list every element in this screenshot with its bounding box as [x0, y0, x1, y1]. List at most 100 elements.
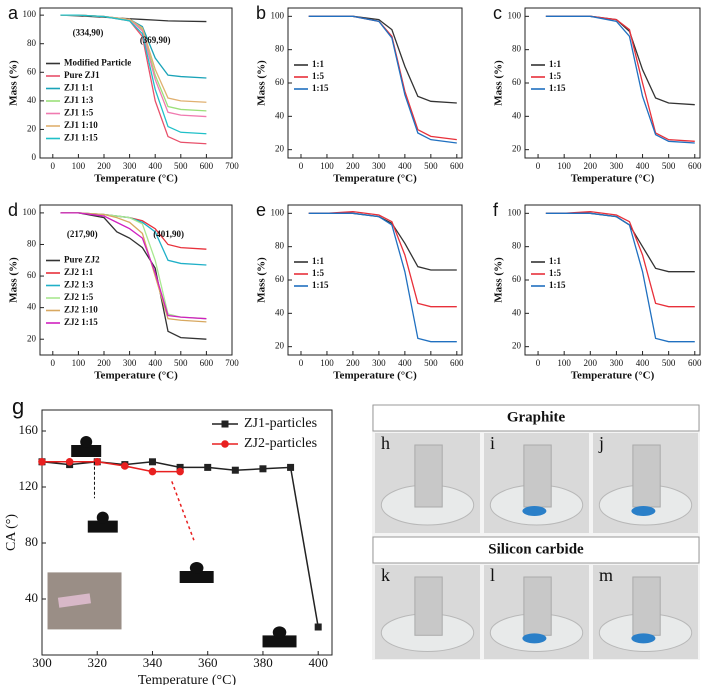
panel-label: f: [493, 200, 499, 220]
x-tick-label: 0: [51, 161, 56, 171]
x-tick-label: 200: [584, 161, 598, 171]
data-point: [176, 467, 184, 476]
x-tick-label: 300: [123, 358, 137, 368]
photo-slide: [632, 576, 661, 636]
y-tick-label: 80: [27, 239, 37, 249]
photo-title: Graphite: [507, 409, 566, 425]
legend-label: Pure ZJ2: [64, 255, 100, 265]
legend-label: Modified Particle: [64, 58, 131, 68]
x-tick-label: 300: [372, 161, 386, 171]
legend-label: 1:5: [312, 71, 324, 81]
annotation: (401,90): [153, 229, 184, 239]
photo-slide: [632, 444, 661, 508]
inset-drop: [96, 511, 109, 524]
legend-label: ZJ2 1:10: [64, 305, 98, 315]
photo-label: l: [490, 565, 495, 585]
series-line: [308, 212, 457, 271]
inset-substrate: [262, 635, 297, 648]
data-point: [65, 458, 74, 466]
legend-label: ZJ2 1:3: [64, 280, 94, 290]
series-line: [545, 212, 695, 343]
inset-arrow: [171, 481, 195, 541]
y-tick-label: 80: [512, 44, 522, 54]
photo-slide: [523, 576, 552, 636]
y-tick-label: 60: [27, 270, 37, 280]
x-tick-label: 300: [372, 358, 386, 368]
data-point: [204, 463, 212, 471]
series-line: [60, 14, 207, 135]
y-tick-label: 160: [19, 422, 39, 437]
x-tick-label: 340: [143, 655, 163, 670]
inset-substrate: [179, 571, 214, 583]
legend-marker: [221, 420, 229, 428]
series-line: [42, 461, 181, 473]
y-axis-label: Mass (%): [256, 60, 268, 106]
x-axis-label: Temperature (°C): [333, 173, 417, 185]
photo-water: [522, 633, 547, 644]
x-tick-label: 400: [636, 161, 650, 171]
inset-drop: [189, 562, 204, 574]
legend-label: 1:5: [549, 71, 561, 81]
x-tick-label: 500: [174, 358, 188, 368]
data-point: [314, 623, 322, 631]
photo-water: [522, 506, 547, 516]
x-tick-label: 500: [424, 161, 438, 171]
photo-label: k: [381, 565, 390, 585]
annotation: (217,90): [67, 229, 98, 239]
x-tick-label: 100: [72, 358, 86, 368]
legend-label: 1:15: [312, 280, 329, 290]
series-line: [308, 211, 457, 308]
y-tick-label: 60: [275, 77, 285, 87]
y-tick-label: 40: [27, 302, 37, 312]
legend-label: 1:15: [312, 83, 329, 93]
legend-label: ZJ2 1:5: [64, 292, 94, 302]
photo-label: h: [381, 433, 390, 453]
y-tick-label: 20: [27, 123, 37, 133]
x-tick-label: 600: [688, 161, 702, 171]
y-tick-label: 40: [275, 307, 285, 317]
photo-water: [631, 633, 656, 644]
data-point: [148, 458, 156, 466]
inset-substrate: [71, 445, 102, 457]
plot-frame: [39, 7, 233, 159]
legend-label: ZJ1 1:15: [64, 133, 98, 143]
y-axis-label: CA (°): [4, 514, 19, 551]
y-tick-label: 100: [23, 9, 37, 19]
series-line: [308, 15, 457, 141]
x-tick-label: 600: [450, 161, 464, 171]
x-tick-label: 200: [346, 161, 360, 171]
y-tick-label: 40: [27, 95, 37, 105]
panel-label: d: [8, 200, 18, 220]
y-tick-label: 80: [512, 241, 522, 251]
x-tick-label: 380: [253, 655, 273, 670]
x-tick-label: 200: [584, 358, 598, 368]
series-line: [545, 212, 695, 273]
legend-label: ZJ1 1:5: [64, 108, 94, 118]
series-line: [545, 15, 695, 144]
series-line: [60, 212, 207, 320]
x-tick-label: 400: [636, 358, 650, 368]
photo-label: j: [598, 433, 604, 453]
x-tick-label: 400: [308, 655, 328, 670]
panel-label: a: [8, 3, 19, 23]
photo-title-box: [372, 536, 700, 564]
y-tick-label: 40: [512, 307, 522, 317]
panel-label: e: [256, 200, 266, 220]
legend-label: 1:1: [549, 256, 561, 266]
y-tick-label: 20: [275, 341, 285, 351]
x-tick-label: 600: [688, 358, 702, 368]
plot-frame: [41, 409, 333, 656]
legend-label: 1:15: [549, 83, 566, 93]
series-line: [308, 212, 457, 343]
y-tick-label: 40: [275, 110, 285, 120]
x-tick-label: 0: [299, 358, 304, 368]
series-line: [545, 15, 695, 106]
x-tick-label: 100: [557, 358, 571, 368]
x-tick-label: 500: [662, 358, 676, 368]
y-tick-label: 120: [19, 478, 39, 493]
x-tick-label: 0: [536, 358, 541, 368]
legend-label: ZJ2-particles: [244, 436, 317, 451]
legend-label: 1:1: [312, 256, 324, 266]
inset-substrate: [87, 520, 118, 533]
y-axis-label: Mass (%): [256, 257, 268, 303]
